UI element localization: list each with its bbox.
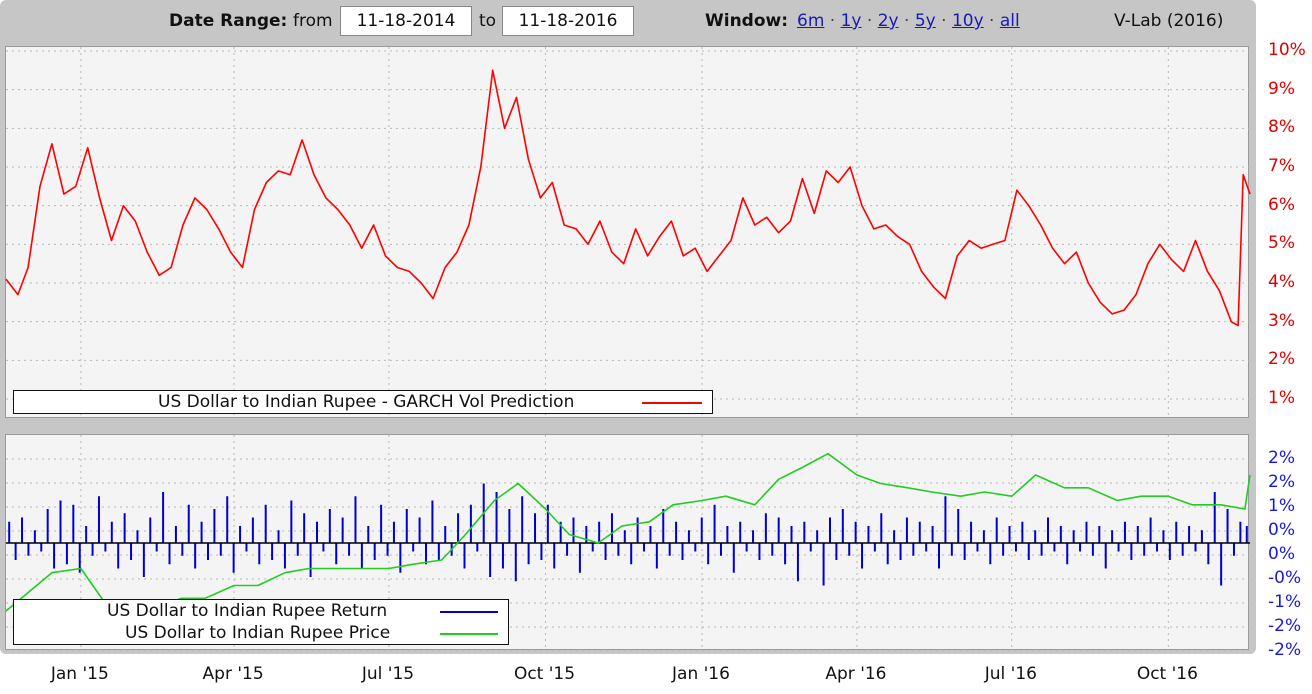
- window-10y-link[interactable]: 10y: [951, 11, 984, 31]
- price-legend-swatch: [440, 633, 498, 635]
- vol-legend: US Dollar to Indian Rupee - GARCH Vol Pr…: [13, 390, 713, 414]
- window-all-link[interactable]: all: [999, 11, 1020, 31]
- vol-chart-panel: US Dollar to Indian Rupee - GARCH Vol Pr…: [5, 46, 1251, 419]
- returns-y-tick-label: 2%: [1268, 472, 1295, 492]
- x-tick-label: Apr '15: [202, 664, 264, 684]
- window-6m-link[interactable]: 6m: [797, 11, 825, 31]
- to-date-input[interactable]: 11-18-2016: [502, 6, 634, 36]
- window-5y-link[interactable]: 5y: [914, 11, 936, 31]
- vol-y-tick-label: 2%: [1268, 349, 1295, 370]
- return-legend-label: US Dollar to Indian Rupee Return: [107, 601, 388, 621]
- separator: ·: [941, 11, 947, 31]
- window-label: Window:: [705, 11, 789, 31]
- x-tick-label: Jul '16: [984, 664, 1037, 684]
- returns-y-tick-label: -0%: [1268, 568, 1302, 588]
- return-legend-swatch: [440, 611, 498, 613]
- window-2y-link[interactable]: 2y: [877, 11, 899, 31]
- x-tick-label: Jul '15: [361, 664, 415, 684]
- returns-y-tick-label: 0%: [1268, 544, 1295, 564]
- separator: ·: [866, 11, 873, 31]
- separator: ·: [829, 11, 836, 31]
- returns-chart-panel: US Dollar to Indian Rupee Return US Doll…: [5, 434, 1251, 652]
- vol-chart-plot: [5, 47, 1251, 419]
- separator: ·: [989, 11, 995, 31]
- vol-y-tick-label: 6%: [1268, 194, 1295, 215]
- date-range-label: Date Range:: [169, 11, 288, 31]
- vol-y-tick-label: 4%: [1268, 272, 1295, 292]
- returns-y-tick-label: 1%: [1268, 496, 1295, 516]
- x-tick-label: Jan '16: [672, 664, 730, 684]
- vol-y-tick-label: 3%: [1268, 310, 1295, 331]
- from-date-input[interactable]: 11-18-2014: [340, 6, 472, 36]
- window-options: 6m · 1y · 2y · 5y · 10y · all: [797, 11, 1020, 31]
- price-line: [5, 452, 1251, 612]
- vol-legend-label: US Dollar to Indian Rupee - GARCH Vol Pr…: [158, 392, 575, 412]
- vol-y-tick-label: 7%: [1268, 156, 1295, 176]
- vol-prediction-line: [5, 69, 1251, 327]
- returns-chart-plot: [5, 435, 1251, 652]
- separator: ·: [904, 11, 910, 31]
- vol-y-tick-label: 1%: [1268, 388, 1295, 408]
- x-tick-label: Apr '16: [825, 664, 887, 684]
- x-tick-label: Oct '16: [1136, 664, 1198, 684]
- toolbar: Date Range: from 11-18-2014 to 11-18-201…: [0, 0, 1256, 44]
- window-1y-link[interactable]: 1y: [840, 11, 862, 31]
- returns-y-tick-label: 0%: [1268, 520, 1295, 540]
- credit-label: V-Lab (2016): [1114, 11, 1224, 31]
- returns-y-tick-label: 2%: [1268, 448, 1295, 468]
- vol-y-tick-label: 9%: [1268, 78, 1295, 99]
- chart-frame: Date Range: from 11-18-2014 to 11-18-201…: [0, 0, 1256, 654]
- vol-y-tick-label: 10%: [1268, 40, 1306, 60]
- returns-legend: US Dollar to Indian Rupee Return US Doll…: [13, 599, 509, 645]
- returns-y-tick-label: -1%: [1268, 592, 1302, 612]
- returns-y-tick-label: -2%: [1268, 616, 1302, 636]
- vol-legend-swatch: [642, 402, 702, 404]
- vol-y-tick-label: 5%: [1268, 233, 1295, 254]
- price-legend-label: US Dollar to Indian Rupee Price: [125, 623, 391, 643]
- x-tick-label: Jan '15: [50, 664, 109, 684]
- from-label: from: [293, 11, 333, 31]
- vol-y-tick-label: 8%: [1268, 117, 1295, 138]
- to-label: to: [479, 11, 497, 31]
- returns-y-tick-label: -2%: [1268, 640, 1302, 660]
- x-tick-label: Oct '15: [513, 664, 576, 684]
